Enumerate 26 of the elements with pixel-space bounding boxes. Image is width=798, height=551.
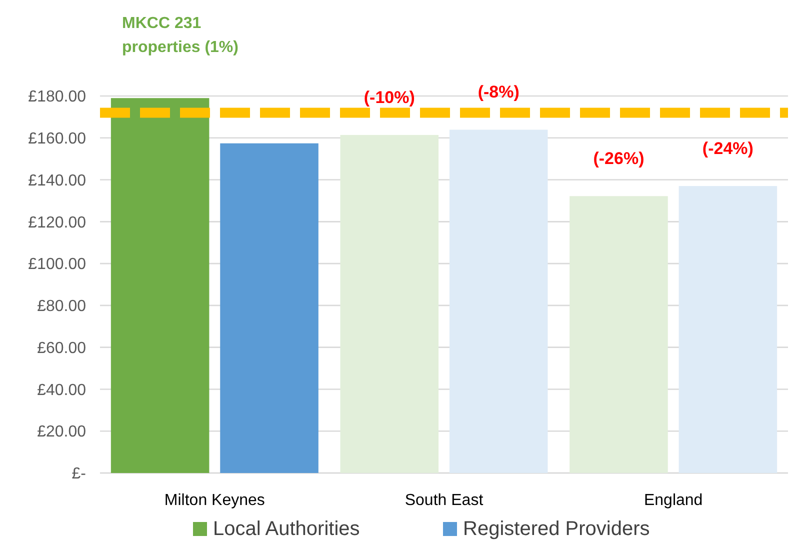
bar (340, 134, 439, 473)
y-tick-label: £100.00 (28, 256, 86, 274)
y-tick-label: £60.00 (37, 340, 86, 357)
bar (110, 98, 210, 473)
annotation: (-26%) (593, 149, 644, 168)
annotation: (-24%) (702, 139, 754, 158)
y-tick-label: £120.00 (28, 214, 86, 232)
y-tick-label: £- (72, 466, 86, 483)
bar (220, 143, 318, 473)
bar (570, 196, 668, 473)
y-tick-label: £80.00 (37, 298, 86, 316)
annotation: (-10%) (364, 88, 415, 107)
y-tick-label: £160.00 (28, 130, 86, 148)
y-tick-label: £20.00 (37, 424, 86, 441)
y-tick-label: £180.00 (28, 88, 86, 106)
bar (678, 186, 778, 473)
x-tick-label: South East (404, 492, 484, 509)
legend-label: Registered Providers (463, 518, 650, 540)
y-tick-label: £140.00 (28, 172, 86, 190)
y-tick-label: £40.00 (37, 382, 86, 399)
text: MKCC 231 properties (1%) (122, 15, 238, 56)
bar (449, 130, 548, 473)
x-tick-label: England (644, 492, 703, 509)
legend-label: Local Authorities (213, 518, 360, 540)
annotation: (-8%) (478, 82, 520, 102)
x-tick-label: Milton Keynes (164, 492, 265, 509)
